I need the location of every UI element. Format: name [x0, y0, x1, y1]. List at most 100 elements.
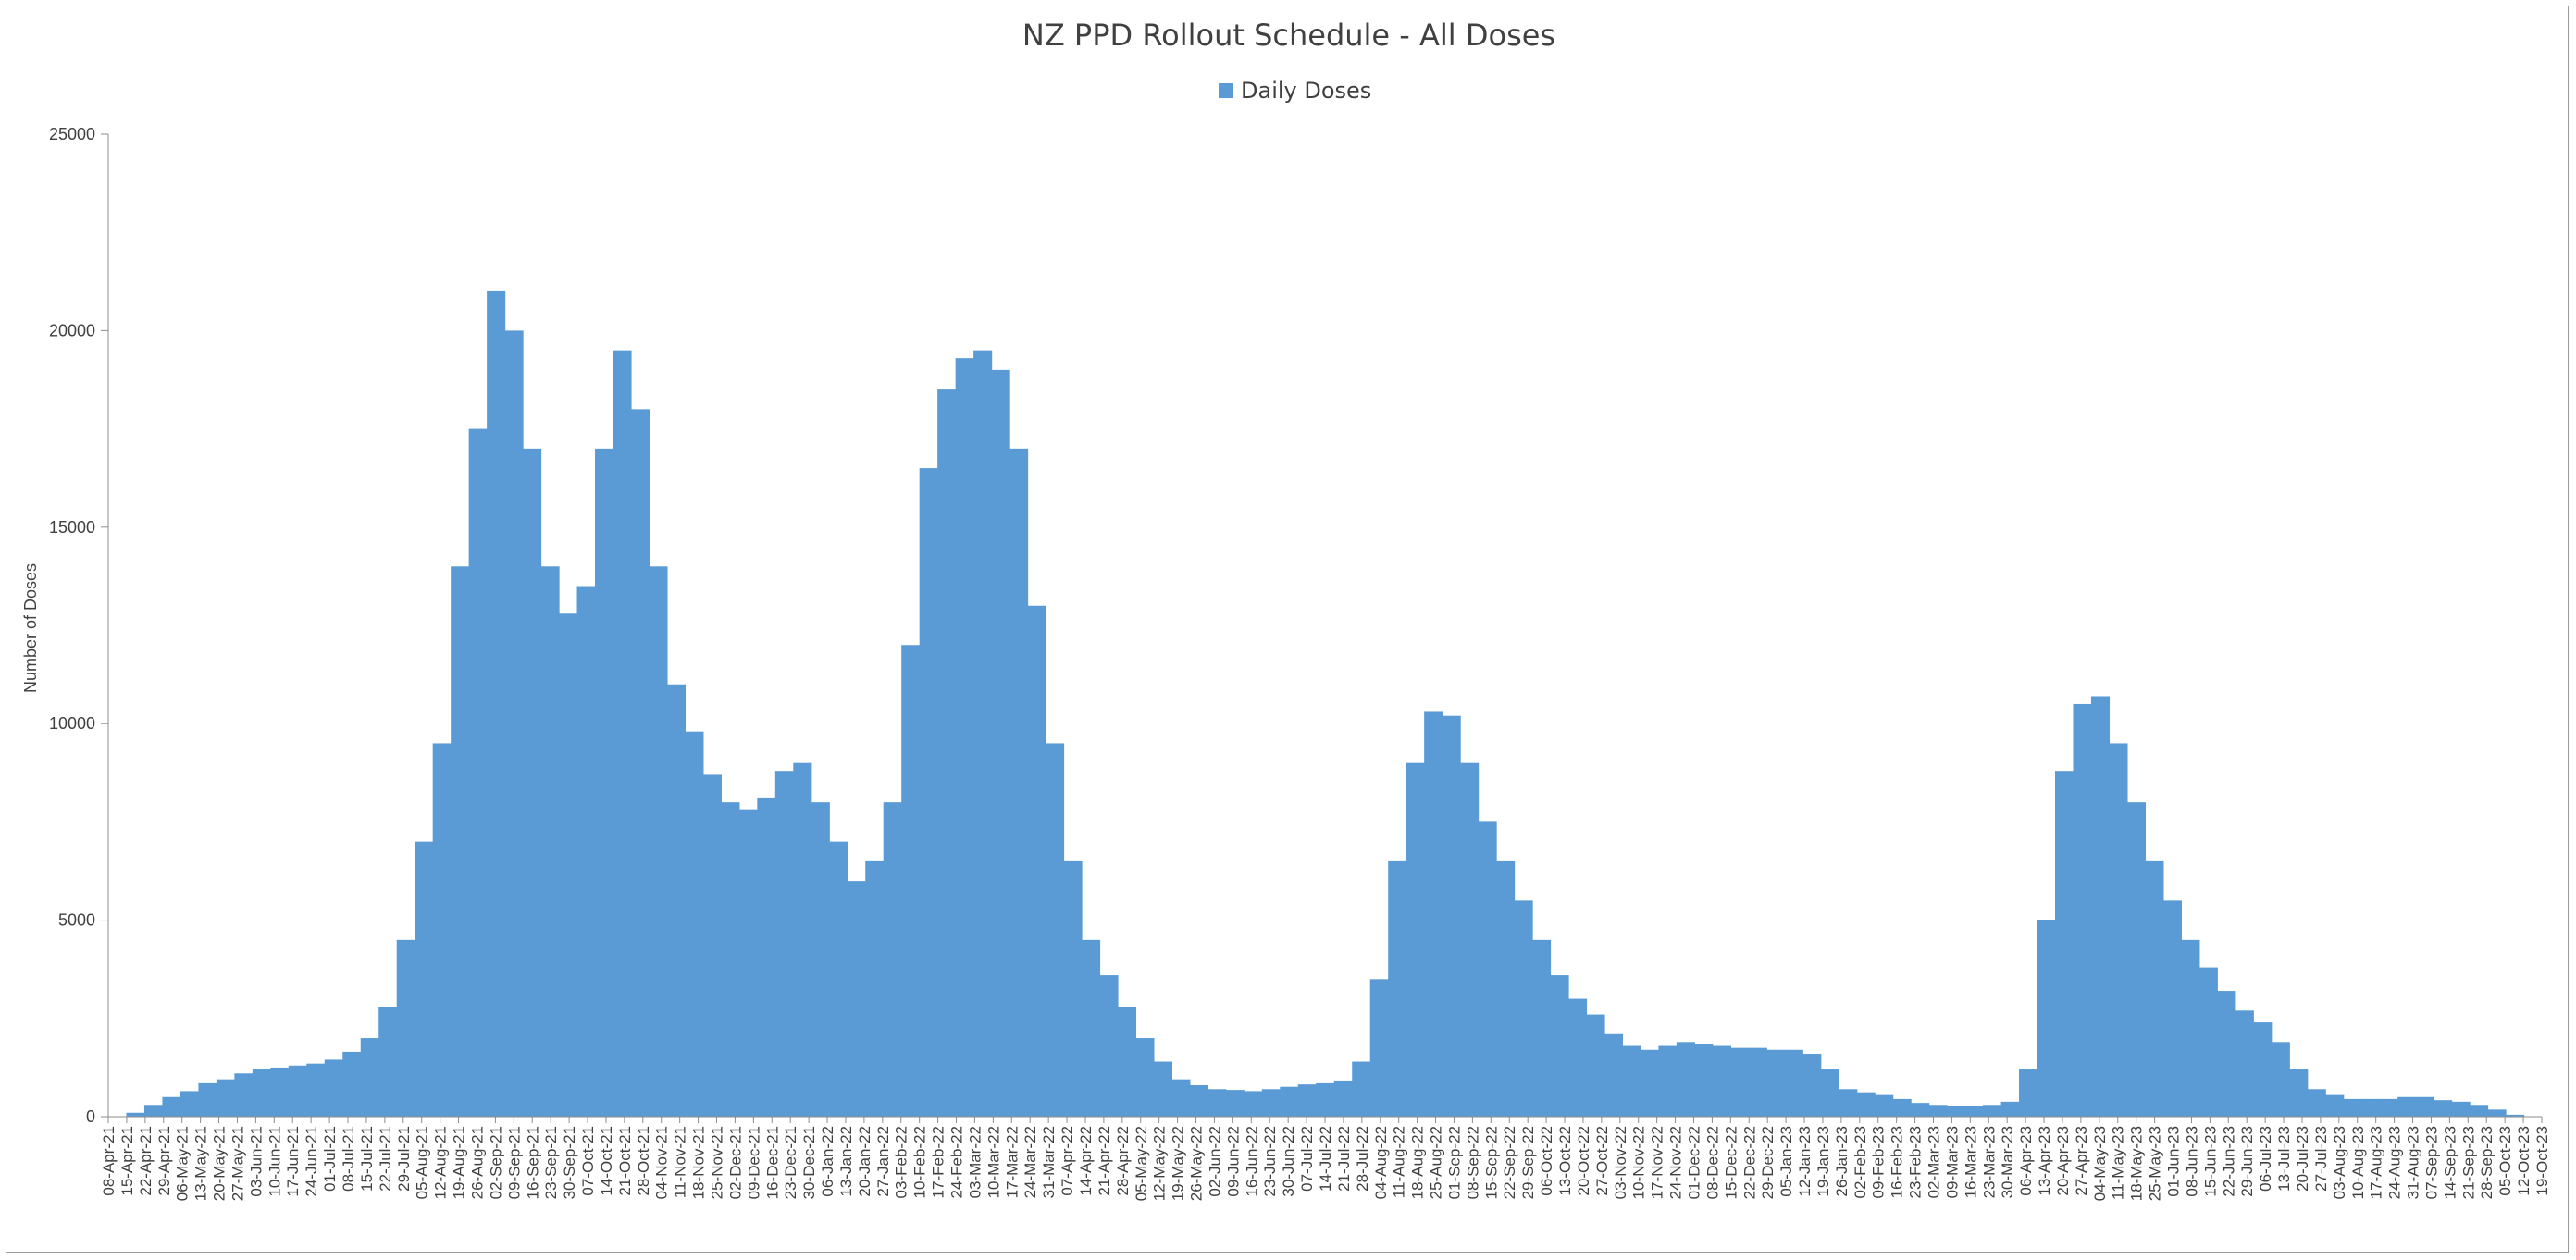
bar: [540, 566, 560, 1117]
bar: [2198, 967, 2218, 1117]
legend-swatch-daily-doses: [1219, 83, 1233, 98]
bar: [1424, 711, 1443, 1117]
bar: [1784, 1049, 1803, 1117]
bar: [1604, 1033, 1624, 1117]
x-tick-label: 24-Nov-22: [1667, 1126, 1685, 1199]
x-tick-label: 12-Aug-21: [432, 1126, 450, 1199]
x-tick-label: 13-Oct-22: [1556, 1126, 1574, 1196]
bar: [1478, 821, 1497, 1117]
bar: [1027, 605, 1046, 1117]
bar-series-daily-doses: [126, 290, 2525, 1118]
bar: [757, 797, 776, 1117]
bar: [306, 1063, 326, 1117]
bar: [2271, 1042, 2290, 1117]
bar: [613, 350, 632, 1117]
y-tick-label: 25000: [49, 125, 95, 143]
x-tick-label: 02-Mar-23: [1926, 1126, 1943, 1198]
bar: [2397, 1096, 2417, 1117]
x-tick-label: 10-Aug-23: [2349, 1126, 2367, 1199]
bar: [2000, 1101, 2020, 1117]
x-tick-label: 18-Aug-22: [1409, 1126, 1427, 1199]
x-tick-label: 23-Mar-23: [1980, 1126, 1998, 1198]
bar: [1730, 1047, 1750, 1117]
bar: [955, 358, 974, 1117]
x-tick-label: 17-Mar-22: [1003, 1126, 1021, 1198]
x-tick-label: 29-Sep-22: [1519, 1126, 1537, 1199]
x-tick-label: 23-Sep-21: [542, 1126, 560, 1199]
x-tick-label: 20-Jul-23: [2294, 1126, 2311, 1192]
x-tick-label: 15-Dec-22: [1722, 1126, 1740, 1199]
bar: [1892, 1098, 1912, 1117]
x-tick-label: 25-Aug-22: [1428, 1126, 1445, 1199]
bar: [702, 774, 722, 1117]
bar: [126, 1112, 145, 1117]
bar: [1009, 448, 1029, 1118]
bar: [666, 684, 687, 1117]
bar: [1550, 975, 1569, 1117]
bar: [1261, 1089, 1281, 1117]
x-tick-label: 07-Oct-21: [579, 1126, 597, 1196]
x-tick-label: 21-Oct-21: [616, 1126, 634, 1196]
bar: [2487, 1109, 2507, 1117]
x-tick-label: 16-Mar-23: [1962, 1126, 1979, 1198]
x-tick-label: 16-Dec-21: [763, 1126, 781, 1199]
x-tick-label: 20-May-21: [211, 1126, 229, 1201]
x-tick-label: 22-Dec-22: [1740, 1126, 1758, 1199]
bar: [487, 290, 506, 1117]
x-tick-label: 22-Jul-21: [377, 1126, 394, 1192]
x-tick-label: 20-Oct-22: [1575, 1126, 1592, 1196]
x-tick-label: 21-Apr-22: [1096, 1126, 1113, 1196]
x-tick-label: 18-May-23: [2128, 1126, 2146, 1201]
x-tick-label: 30-Dec-21: [800, 1126, 818, 1199]
x-tick-label: 19-Aug-21: [451, 1126, 468, 1199]
legend: Daily Doses: [1219, 78, 1371, 104]
x-tick-label: 28-Apr-22: [1114, 1126, 1132, 1196]
bar: [1928, 1105, 1948, 1117]
x-tick-label: 22-Sep-22: [1501, 1126, 1518, 1199]
bar: [1496, 860, 1516, 1117]
x-tick-label: 10-Mar-22: [985, 1126, 1002, 1198]
bar: [1280, 1086, 1299, 1117]
x-tick-label: 24-Aug-23: [2386, 1126, 2404, 1199]
x-tick-label: 15-Apr-21: [118, 1126, 136, 1196]
x-tick-label: 02-Feb-23: [1852, 1126, 1869, 1198]
bar: [2506, 1114, 2525, 1117]
bar: [396, 939, 415, 1117]
x-tick-label: 21-Jul-22: [1335, 1126, 1353, 1192]
x-tick-label: 05-May-22: [1133, 1126, 1150, 1201]
bar: [901, 645, 921, 1117]
bar: [180, 1091, 200, 1117]
x-tick-label: 23-Feb-23: [1907, 1126, 1925, 1198]
bar: [721, 802, 740, 1117]
bar: [2361, 1098, 2381, 1117]
bar: [793, 762, 812, 1117]
x-tick-label: 06-Jan-22: [819, 1126, 836, 1197]
x-tick-label: 27-Apr-23: [2073, 1126, 2090, 1196]
bar: [1244, 1091, 1263, 1117]
bar: [595, 448, 614, 1118]
y-axis-label: Number of Doses: [21, 563, 40, 693]
bar: [1586, 1014, 1605, 1117]
x-tick-label: 11-May-23: [2110, 1126, 2127, 1200]
bar: [1947, 1106, 1966, 1117]
bar: [2162, 900, 2182, 1117]
bar: [2217, 991, 2236, 1117]
bar: [1911, 1103, 1930, 1117]
bar: [1820, 1069, 1839, 1117]
x-tick-label: 18-Nov-21: [690, 1126, 708, 1199]
bar: [342, 1051, 362, 1117]
y-tick-label: 5000: [58, 911, 95, 930]
x-tick-label: 24-Mar-22: [1022, 1126, 1039, 1198]
x-tick-label: 31-Aug-23: [2405, 1126, 2422, 1199]
x-tick-label: 28-Oct-21: [635, 1126, 652, 1196]
x-tick-label: 09-Dec-21: [745, 1126, 762, 1199]
x-tick-label: 14-Apr-22: [1077, 1126, 1095, 1196]
x-tick-label: 21-Sep-23: [2459, 1126, 2477, 1199]
x-tick-label: 16-Feb-23: [1889, 1126, 1906, 1198]
x-tick-label: 17-Nov-22: [1649, 1126, 1666, 1199]
x-tick-label: 02-Sep-21: [487, 1126, 504, 1199]
x-tick-label: 04-May-23: [2091, 1126, 2109, 1201]
bar: [162, 1096, 181, 1117]
x-tick-label: 30-Mar-23: [1999, 1126, 2016, 1198]
y-axis: 0 5000 10000 15000 20000 25000: [49, 125, 108, 1126]
